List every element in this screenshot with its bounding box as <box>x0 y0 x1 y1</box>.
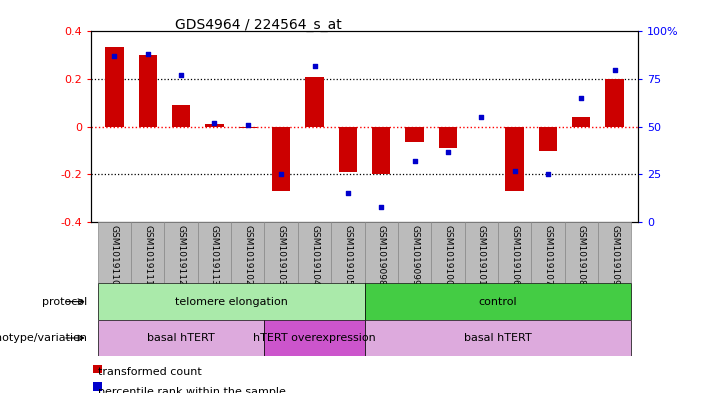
Bar <box>139 55 157 127</box>
Bar <box>498 222 531 283</box>
Point <box>142 51 154 57</box>
Text: GSM1019106: GSM1019106 <box>510 225 519 286</box>
Bar <box>365 222 398 283</box>
Bar <box>165 222 198 283</box>
Text: GSM1019101: GSM1019101 <box>477 225 486 286</box>
Text: transformed count: transformed count <box>98 367 202 377</box>
Bar <box>198 222 231 283</box>
Bar <box>365 320 631 356</box>
Bar <box>272 127 290 191</box>
Bar <box>431 222 465 283</box>
Bar <box>598 222 631 283</box>
Point <box>342 190 353 196</box>
Bar <box>531 222 564 283</box>
Text: GSM1019113: GSM1019113 <box>210 225 219 286</box>
Bar <box>98 283 365 320</box>
Bar <box>465 222 498 283</box>
Point <box>209 120 220 126</box>
Bar <box>306 77 324 127</box>
Text: GSM1019110: GSM1019110 <box>110 225 119 286</box>
Bar <box>405 127 423 142</box>
Bar <box>439 127 457 148</box>
Text: GSM1019102: GSM1019102 <box>243 225 252 286</box>
Text: GSM1019104: GSM1019104 <box>310 225 319 286</box>
Bar <box>298 222 331 283</box>
Text: GSM1019108: GSM1019108 <box>577 225 586 286</box>
Text: GSM1019112: GSM1019112 <box>177 225 186 286</box>
Point <box>576 95 587 101</box>
Text: GSM1019100: GSM1019100 <box>443 225 452 286</box>
Text: basal hTERT: basal hTERT <box>147 333 215 343</box>
Point <box>376 204 387 210</box>
Text: GSM1019105: GSM1019105 <box>343 225 353 286</box>
Bar <box>372 127 390 174</box>
Text: GSM1019099: GSM1019099 <box>410 225 419 286</box>
Point <box>475 114 486 120</box>
Text: control: control <box>479 297 517 307</box>
Bar <box>398 222 431 283</box>
Text: GSM1019109: GSM1019109 <box>610 225 619 286</box>
Text: GSM1019103: GSM1019103 <box>277 225 286 286</box>
Bar <box>365 283 631 320</box>
Bar <box>505 127 524 191</box>
Bar <box>105 47 123 127</box>
Bar <box>606 79 624 127</box>
Point <box>109 53 120 59</box>
Bar <box>339 127 357 172</box>
Bar <box>93 365 102 373</box>
Text: GSM1019111: GSM1019111 <box>143 225 152 286</box>
Point <box>243 122 254 128</box>
Text: genotype/variation: genotype/variation <box>0 333 88 343</box>
Text: telomere elongation: telomere elongation <box>175 297 287 307</box>
Point <box>309 62 320 69</box>
Bar <box>572 117 590 127</box>
Point <box>409 158 420 164</box>
Bar <box>264 320 365 356</box>
Text: GDS4964 / 224564_s_at: GDS4964 / 224564_s_at <box>175 18 342 32</box>
Point <box>275 171 287 178</box>
Bar <box>331 222 365 283</box>
Bar <box>172 105 190 127</box>
Bar <box>98 320 264 356</box>
Bar <box>264 222 298 283</box>
Text: protocol: protocol <box>42 297 88 307</box>
Point <box>509 167 520 174</box>
Bar <box>564 222 598 283</box>
Text: basal hTERT: basal hTERT <box>464 333 532 343</box>
Bar <box>231 222 264 283</box>
Bar <box>205 124 224 127</box>
Bar <box>539 127 557 151</box>
Point <box>609 66 620 73</box>
Bar <box>131 222 165 283</box>
Text: hTERT overexpression: hTERT overexpression <box>253 333 376 343</box>
Bar <box>238 127 257 128</box>
Point <box>442 149 454 155</box>
Text: GSM1019107: GSM1019107 <box>543 225 552 286</box>
Point <box>543 171 554 178</box>
Bar <box>93 382 102 391</box>
Bar <box>98 222 131 283</box>
Text: GSM1019098: GSM1019098 <box>376 225 386 286</box>
Text: percentile rank within the sample: percentile rank within the sample <box>98 387 286 393</box>
Point <box>175 72 186 79</box>
